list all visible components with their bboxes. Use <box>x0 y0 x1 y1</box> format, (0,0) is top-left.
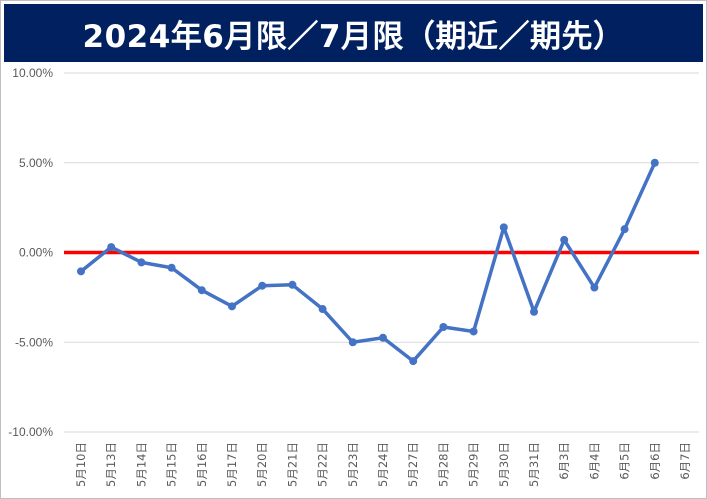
x-tick-label: 5月28日 <box>436 442 450 487</box>
x-tick-label: 6月4日 <box>587 442 601 480</box>
y-tick-label: -5.00% <box>15 335 53 349</box>
chart-title: 2024年6月限／7月限（期近／期先） <box>82 18 625 55</box>
y-tick-label: 10.00% <box>12 66 53 80</box>
x-tick-label: 5月31日 <box>527 442 541 487</box>
x-tick-label: 5月21日 <box>285 442 299 487</box>
data-point <box>107 243 116 252</box>
data-point <box>228 302 236 311</box>
x-tick-label: 5月30日 <box>497 442 511 487</box>
x-tick-label: 6月6日 <box>648 442 662 480</box>
data-point <box>620 225 629 234</box>
data-point <box>288 280 297 289</box>
x-tick-label: 5月20日 <box>255 442 269 487</box>
data-point <box>590 283 599 292</box>
y-tick-label: -10.00% <box>8 425 53 439</box>
x-tick-label: 5月17日 <box>225 442 239 487</box>
x-tick-label: 6月3日 <box>557 442 571 480</box>
data-point <box>348 338 357 347</box>
x-tick-label: 5月22日 <box>316 442 330 487</box>
data-point <box>439 322 448 331</box>
x-tick-label: 5月27日 <box>406 442 420 487</box>
x-tick-label: 6月7日 <box>678 442 692 480</box>
x-tick-label: 5月23日 <box>346 442 360 487</box>
data-point <box>530 307 538 316</box>
data-point <box>560 235 569 244</box>
series-line <box>79 161 657 363</box>
x-tick-label: 5月14日 <box>134 442 148 487</box>
x-tick-label: 6月5日 <box>618 442 632 480</box>
data-point <box>650 158 659 167</box>
data-point <box>137 258 146 267</box>
data-point <box>318 305 327 314</box>
y-tick-label: 5.00% <box>19 156 53 170</box>
data-point <box>197 286 206 295</box>
x-tick-label: 5月29日 <box>467 442 481 487</box>
data-point <box>258 281 267 290</box>
chart-title-bar: 2024年6月限／7月限（期近／期先） <box>4 4 703 62</box>
data-point <box>77 267 85 276</box>
data-point <box>167 263 176 272</box>
data-point <box>469 327 478 336</box>
x-tick-label: 5月15日 <box>165 442 179 487</box>
y-tick-label: 0.00% <box>19 246 53 260</box>
x-tick-label: 5月13日 <box>104 442 118 487</box>
x-tick-label: 5月24日 <box>376 442 390 487</box>
data-point <box>409 357 418 366</box>
data-point <box>499 223 508 232</box>
x-tick-label: 5月16日 <box>195 442 209 487</box>
data-point <box>379 333 387 342</box>
x-tick-label: 5月10日 <box>74 442 88 487</box>
